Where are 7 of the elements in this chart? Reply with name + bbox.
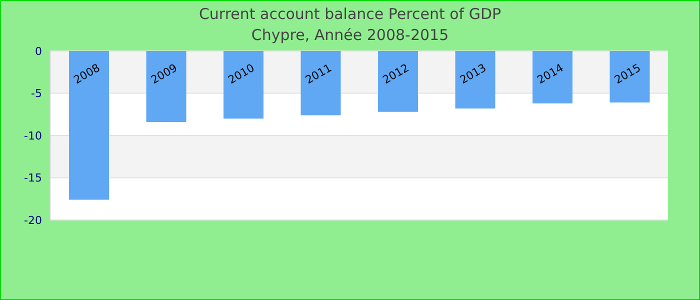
y-tick-label: -5 — [31, 87, 42, 100]
y-tick-label: 0 — [35, 44, 42, 58]
y-tick-label: -15 — [24, 172, 42, 185]
y-tick-label: -10 — [24, 129, 42, 142]
chart-subtitle: Chypre, Année 2008-2015 — [250, 25, 450, 46]
y-tick-label: -20 — [24, 214, 42, 227]
chart-title: Current account balance Percent of GDP — [198, 4, 502, 25]
